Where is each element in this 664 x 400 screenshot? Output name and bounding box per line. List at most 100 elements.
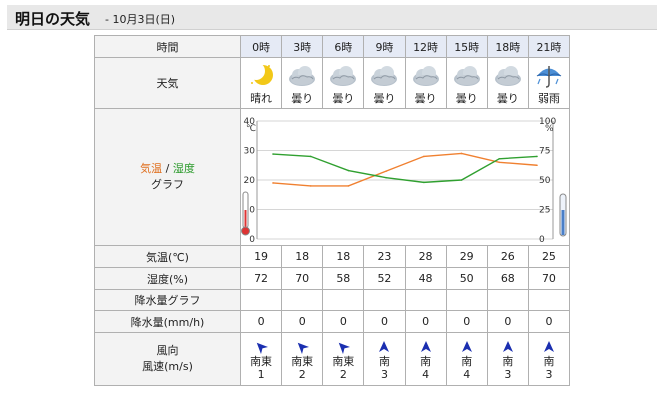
wind-speed: 3 (504, 368, 512, 381)
wind-speed: 2 (298, 368, 306, 381)
right-axis-unit: % (545, 124, 554, 134)
left-tick-label: 20 (244, 176, 256, 186)
weather-text: 曇り (414, 91, 437, 105)
precip-cell: 0 (527, 310, 571, 333)
right-tick-label: 100 (539, 117, 556, 127)
page-date: - 10月3日(日) (105, 13, 176, 26)
humidity-point (309, 155, 312, 158)
hour-cell: 12時 (404, 35, 447, 58)
cloud-icon (493, 63, 523, 89)
hour-cell: 3時 (281, 35, 324, 58)
hour-cell: 21時 (527, 35, 571, 58)
temperature-line (272, 152, 538, 187)
wind-speed: 2 (339, 368, 347, 381)
humidity-cell: 58 (322, 267, 365, 290)
weather-cell: 曇り (281, 57, 324, 109)
wind-speed: 1 (257, 368, 265, 381)
wind-arrow-icon (377, 340, 391, 354)
wind-arrow-icon (460, 340, 474, 354)
weather-text: 曇り (332, 91, 355, 105)
precip-cell: 0 (281, 310, 324, 333)
temp-cell: 18 (322, 245, 365, 268)
precip-cell: 0 (239, 310, 283, 333)
temp-cell: 23 (363, 245, 406, 268)
right-tick-label: 0 (539, 235, 545, 244)
crescent-moon-icon (246, 61, 276, 89)
hygrometer-icon (559, 193, 567, 237)
wind-arrow-icon (336, 340, 351, 355)
wind-header-dir: 風向 (156, 344, 179, 357)
graph-label-graph: グラフ (151, 178, 184, 191)
humidity-header: 湿度(%) (94, 267, 241, 290)
graph-label-temp: 気温 (140, 162, 163, 175)
weather-cell: 曇り (486, 57, 529, 109)
weather-cell: 曇り (363, 57, 406, 109)
wind-speed: 3 (380, 368, 388, 381)
humidity-cell: 52 (363, 267, 406, 290)
humidity-point (498, 157, 501, 160)
hour-cell: 6時 (322, 35, 365, 58)
wind-direction: 南 (461, 355, 473, 368)
weather-text: 晴れ (250, 91, 273, 105)
page-title: 明日の天気 (15, 10, 91, 28)
wind-header: 風向 風速(m/s) (94, 332, 241, 386)
humidity-point (347, 169, 350, 172)
hour-cell: 9時 (363, 35, 406, 58)
humidity-point (423, 181, 425, 184)
precip-graph-cell (445, 289, 488, 311)
humidity-point (460, 179, 463, 181)
precip-cell: 0 (486, 310, 529, 333)
temp-cell: 26 (486, 245, 529, 268)
weather-cell: 弱雨 (527, 57, 571, 109)
weather-header: 天気 (94, 57, 241, 109)
temp-cell: 28 (404, 245, 447, 268)
temperature-point (347, 185, 350, 187)
temp-cell: 25 (527, 245, 571, 268)
left-tick-label: 0 (249, 235, 255, 244)
precip-graph-cell (486, 289, 529, 311)
humidity-cell: 70 (527, 267, 571, 290)
title-bar: 明日の天気 - 10月3日(日) (7, 5, 657, 30)
weather-cell: 曇り (322, 57, 365, 109)
wind-speed: 4 (463, 368, 471, 381)
humidity-cell: 50 (445, 267, 488, 290)
weather-text: 曇り (373, 91, 396, 105)
cloud-icon (411, 63, 441, 89)
left-axis-unit: ℃ (246, 124, 256, 134)
wind-cell: 南東 2 (322, 332, 365, 386)
right-tick-label: 75 (539, 147, 550, 157)
temp-humidity-chart: 0 10 20 30 40 0 25 50 75 100 ℃% (241, 117, 567, 244)
hour-header: 時間 (94, 35, 241, 58)
wind-arrow-icon (542, 340, 556, 354)
wind-speed: 4 (422, 368, 430, 381)
wind-arrow-icon (501, 340, 515, 354)
hour-cell: 0時 (239, 35, 283, 58)
weather-cell: 曇り (445, 57, 488, 109)
humidity-line (272, 153, 538, 184)
temperature-point (385, 170, 387, 172)
wind-cell: 南東 2 (281, 332, 324, 386)
hour-cell: 18時 (486, 35, 529, 58)
left-tick-label: 30 (244, 147, 256, 157)
precip-graph-cell (527, 289, 571, 311)
temperature-point (272, 182, 274, 184)
humidity-point (536, 155, 538, 158)
humidity-cell: 72 (239, 267, 283, 290)
thermometer-icon (241, 191, 250, 236)
temperature-point (498, 161, 501, 164)
precip-cell: 0 (445, 310, 488, 333)
temp-header: 気温(℃) (94, 245, 241, 268)
wind-direction: 南 (543, 355, 555, 368)
wind-speed: 3 (545, 368, 553, 381)
precip-graph-cell (322, 289, 365, 311)
temp-cell: 29 (445, 245, 488, 268)
wind-direction: 南 (502, 355, 514, 368)
wind-direction: 南東 (250, 355, 273, 368)
right-tick-label: 50 (539, 176, 551, 186)
weather-text: 弱雨 (537, 91, 560, 105)
